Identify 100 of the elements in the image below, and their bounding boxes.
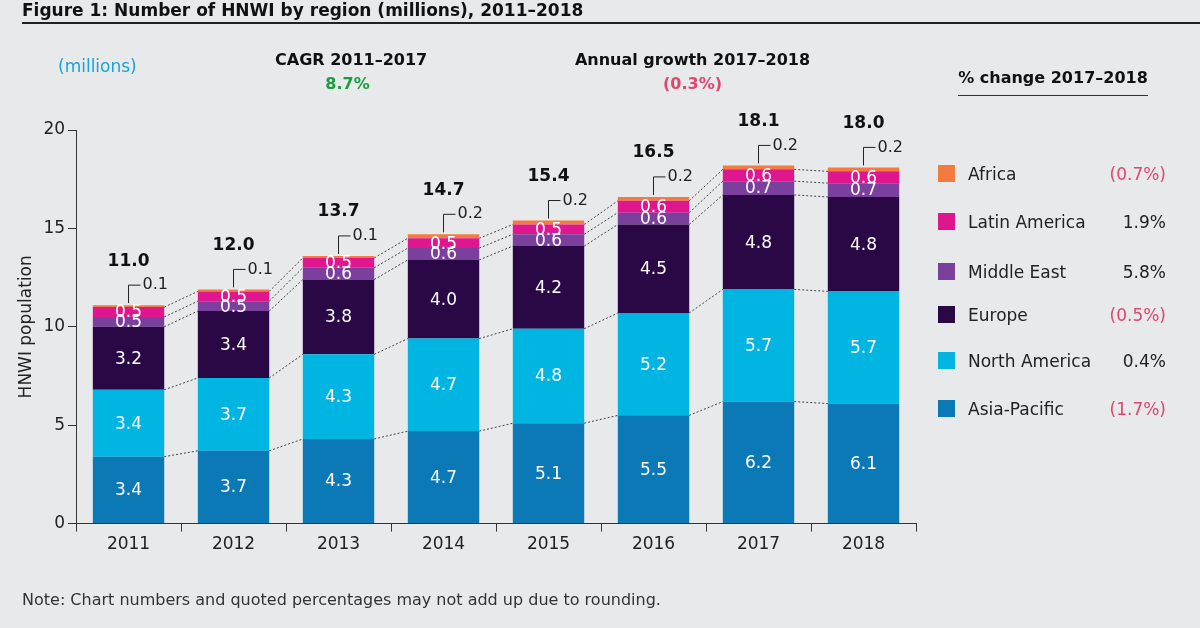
- text: 5.8%: [1122, 262, 1166, 282]
- bar: [302, 438, 375, 524]
- data-label: 4.7: [429, 466, 458, 487]
- bar: [617, 196, 690, 201]
- data-label: 4.3: [325, 386, 353, 407]
- data-label: 4.2: [534, 276, 563, 297]
- legend-label: Europe: [968, 305, 1028, 325]
- bar: [512, 423, 585, 524]
- data-label: 3.7: [220, 403, 248, 424]
- text: (millions): [58, 56, 137, 76]
- text: (0.5%): [1109, 305, 1166, 325]
- data-label: 0.1: [247, 258, 273, 278]
- data-label: 3.4: [115, 412, 143, 433]
- data-label: 0.2: [562, 189, 588, 209]
- total-label: 13.7: [317, 200, 360, 221]
- data-label: 5.7: [849, 336, 878, 357]
- text: Note: Chart numbers and quoted percentages may not add up due to rounding.: [22, 590, 661, 609]
- y-tick-label: 15: [43, 216, 66, 237]
- data-label: 4.7: [429, 374, 458, 395]
- total-label: 16.5: [632, 141, 675, 162]
- data-label: 3.8: [325, 306, 353, 327]
- data-label: 4.5: [639, 258, 668, 279]
- x-tick-label: 2012: [211, 533, 256, 554]
- data-label: 4.0: [429, 288, 458, 309]
- data-label: 0.2: [877, 136, 903, 156]
- bar: [512, 246, 585, 329]
- chart-title: Figure 1: Number of HNWI by region (millions), 2011–2018: [22, 0, 584, 20]
- legend-label: Asia-Pacific: [968, 399, 1064, 419]
- data-label: 3.4: [115, 479, 143, 500]
- x-tick-label: 2016: [631, 533, 676, 554]
- data-label: 5.7: [744, 334, 773, 355]
- text: 8.7%: [324, 74, 371, 93]
- total-label: 14.7: [422, 178, 465, 199]
- data-label: 4.8: [744, 231, 773, 252]
- text: (1.7%): [1109, 399, 1166, 419]
- data-label: 5.1: [534, 462, 563, 483]
- y-tick-label: 20: [43, 118, 66, 139]
- bar: [92, 389, 165, 457]
- bar: [722, 289, 795, 402]
- total-label: 15.4: [527, 164, 570, 185]
- legend-label: Middle East: [968, 262, 1067, 282]
- text: (0.7%): [1109, 164, 1166, 184]
- bar: [197, 311, 270, 378]
- bar: [92, 326, 165, 390]
- x-tick-label: 2013: [316, 533, 361, 554]
- data-label: 6.2: [744, 451, 773, 472]
- data-label: 0.2: [667, 166, 693, 186]
- bar: [617, 313, 690, 416]
- total-label: 11.0: [107, 249, 150, 270]
- text: 1.9%: [1122, 212, 1166, 232]
- data-label: 4.3: [325, 470, 353, 491]
- data-label: 0.2: [457, 203, 483, 223]
- data-label: 3.4: [220, 333, 248, 354]
- data-label: 5.5: [639, 458, 668, 479]
- data-label: 4.8: [534, 365, 563, 386]
- x-tick-label: 2011: [106, 533, 151, 554]
- bar: [197, 377, 270, 451]
- bar: [407, 431, 480, 524]
- x-tick-label: 2015: [526, 533, 571, 554]
- data-label: 3.2: [115, 347, 143, 368]
- text: Annual growth 2017–2018: [573, 50, 812, 69]
- total-label: 18.1: [737, 109, 780, 130]
- y-tick-label: 0: [54, 512, 66, 533]
- bar: [617, 224, 690, 314]
- text: (0.3%): [662, 74, 723, 93]
- bar: [197, 450, 270, 524]
- bar: [827, 291, 900, 404]
- bar: [722, 401, 795, 524]
- text: CAGR 2011–2017: [275, 50, 428, 69]
- data-label: 0.1: [142, 274, 168, 294]
- y-tick-label: 10: [43, 315, 66, 336]
- y-axis-title: HNWI population: [14, 255, 35, 399]
- legend-label: Africa: [968, 164, 1017, 184]
- bar: [827, 196, 900, 292]
- data-label: 5.2: [639, 353, 668, 374]
- bar: [92, 456, 165, 524]
- data-label: 4.8: [849, 233, 878, 254]
- legend-label: North America: [968, 351, 1092, 371]
- bar: [827, 167, 900, 172]
- x-tick-label: 2017: [736, 533, 781, 554]
- data-label: 6.1: [849, 452, 878, 473]
- x-tick-label: 2018: [841, 533, 886, 554]
- data-label: 3.7: [220, 476, 248, 497]
- bar: [302, 279, 375, 355]
- legend-title: % change 2017–2018: [958, 68, 1148, 96]
- bar: [407, 259, 480, 339]
- bar: [302, 354, 375, 439]
- text: 0.4%: [1122, 351, 1166, 371]
- data-label: 0.1: [352, 225, 378, 245]
- total-label: 18.0: [842, 111, 885, 132]
- data-label: 0.2: [772, 134, 798, 154]
- bar: [617, 415, 690, 524]
- y-tick-label: 5: [54, 413, 66, 434]
- bar: [407, 338, 480, 432]
- x-tick-label: 2014: [421, 533, 466, 554]
- bar: [722, 194, 795, 290]
- total-label: 12.0: [212, 233, 255, 254]
- bar: [827, 403, 900, 524]
- legend-label: Latin America: [968, 212, 1086, 232]
- bar: [722, 165, 795, 170]
